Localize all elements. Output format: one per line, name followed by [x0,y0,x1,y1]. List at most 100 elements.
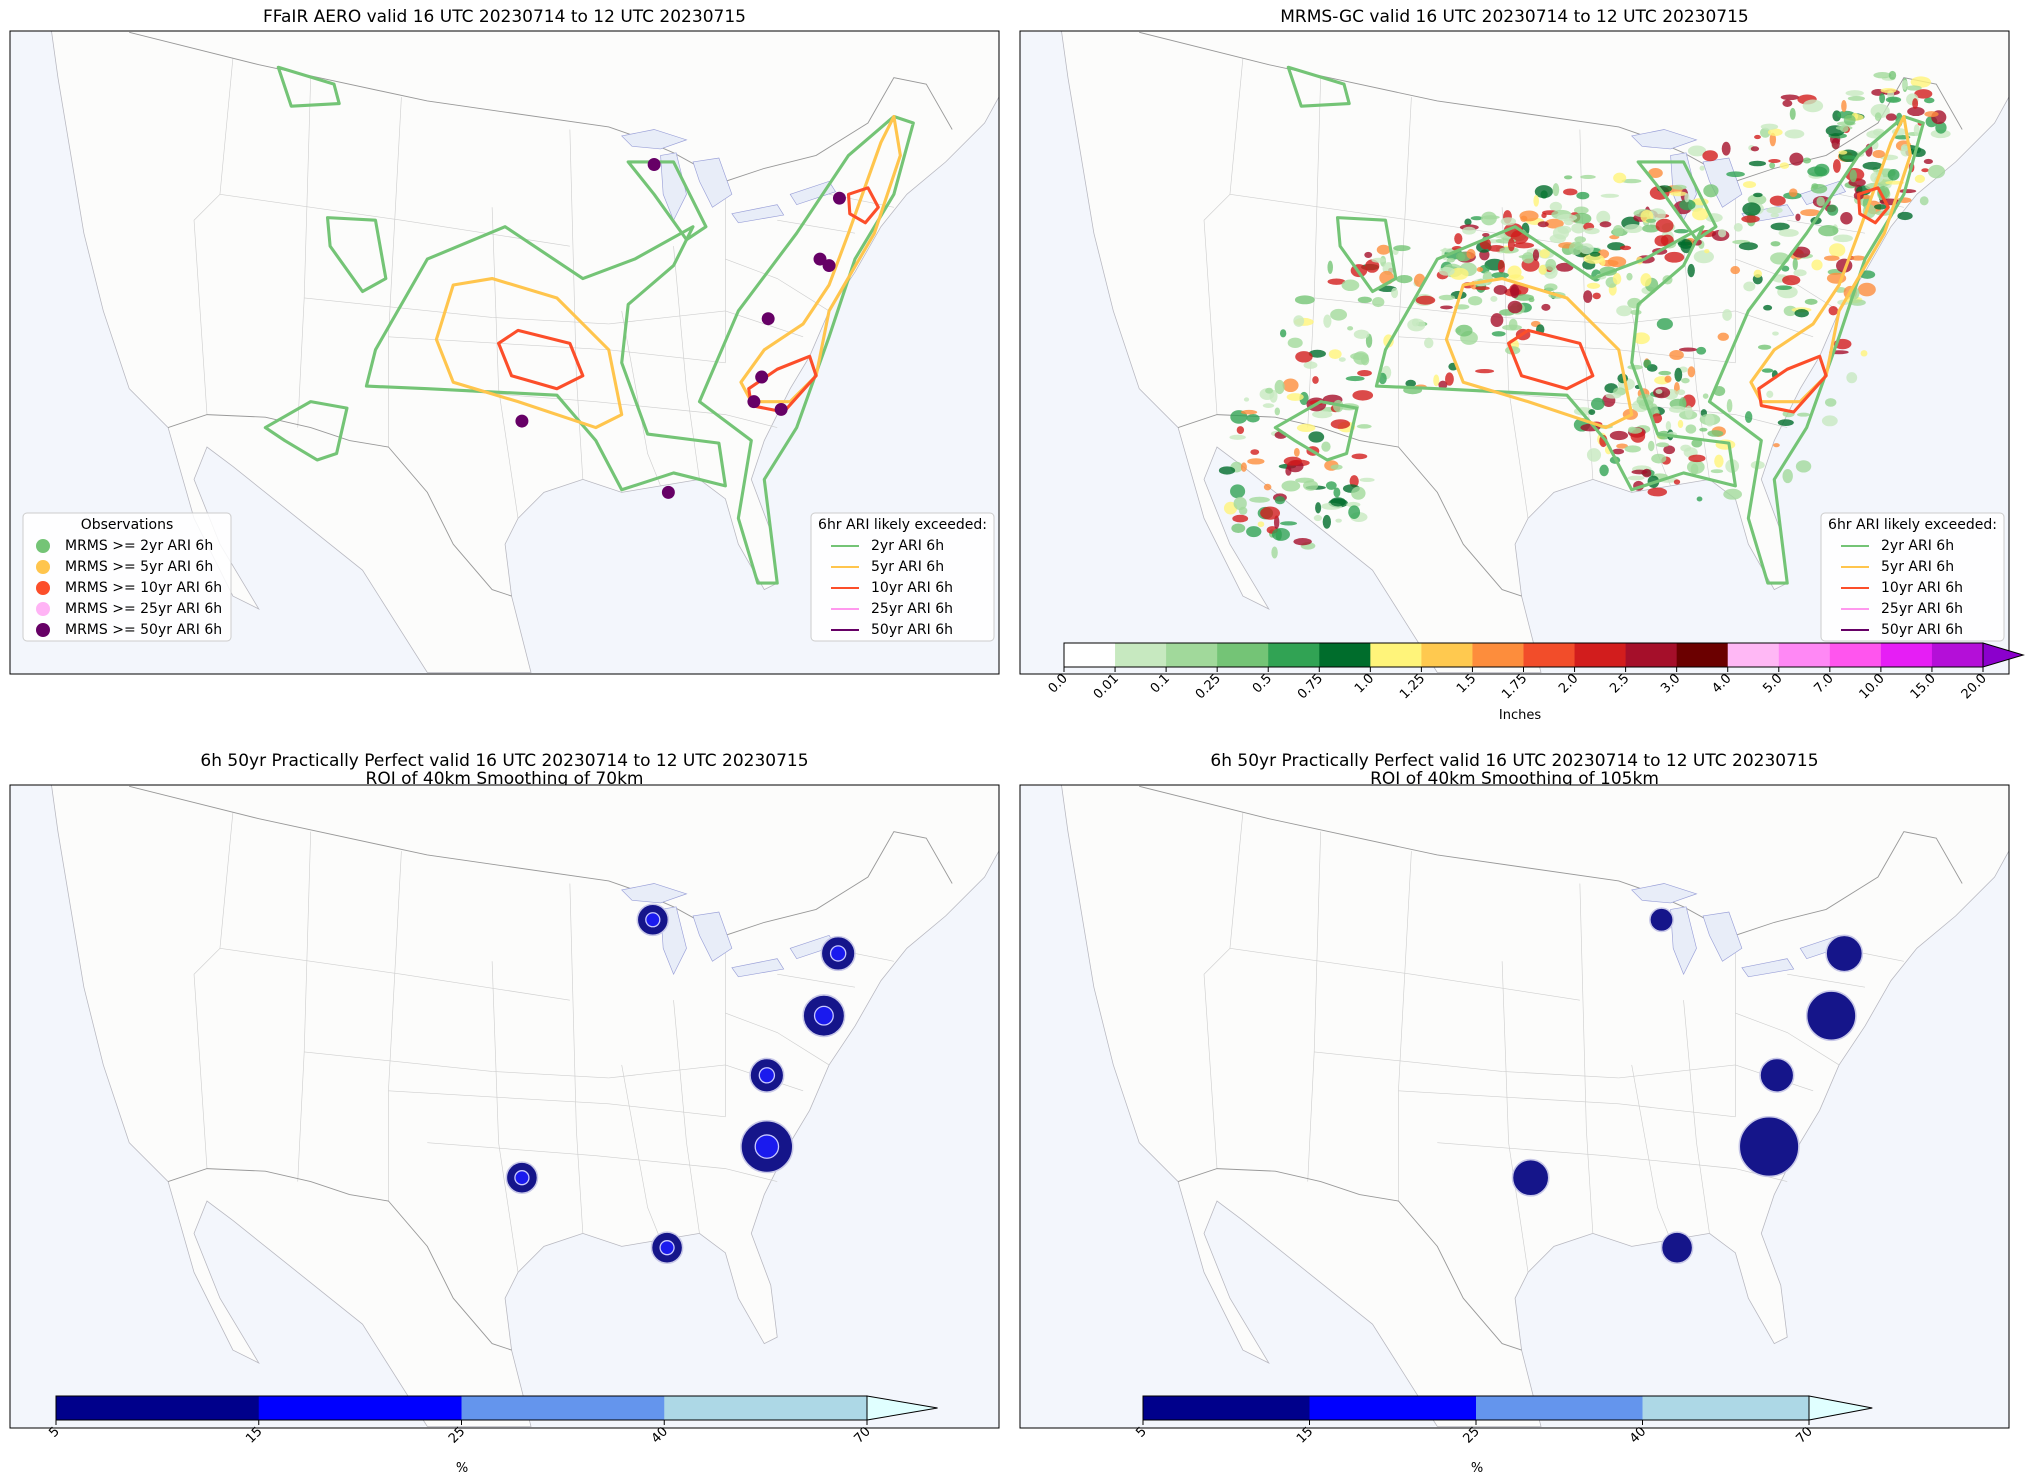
precip [1537,221,1549,228]
panel-frame [9,784,1000,1429]
lake [1741,958,1795,978]
pp-area [1511,1158,1550,1197]
precip [1847,95,1865,101]
legend-label: 25yr ARI 6h [1881,601,1963,617]
precip [1754,134,1761,140]
state-line [304,297,609,325]
precip [1507,300,1523,314]
precip [1328,349,1342,360]
precip [1839,125,1849,133]
precip [1744,411,1753,423]
ari-contour [1507,328,1595,391]
precip [1308,431,1325,443]
land [51,785,999,1427]
precip [1438,294,1456,301]
state-line [777,219,856,234]
precip [1673,479,1681,485]
precip [1645,218,1657,223]
precip [1556,214,1578,222]
precip [1240,409,1258,415]
precip [1293,447,1300,457]
colorbar-tick-label: 0.75 [1295,671,1326,702]
precip [1898,189,1917,194]
precip [1676,389,1686,396]
precip [1619,245,1632,251]
precip [1766,390,1774,398]
colorbar-bin [56,1396,260,1420]
precip [1573,206,1589,215]
ari-contour [1757,354,1828,414]
precip [1770,241,1781,247]
precip [1791,246,1811,258]
precip [1532,249,1540,261]
ari-contour [497,328,585,391]
precip [1544,218,1564,229]
precip [1446,257,1455,263]
precip [1623,224,1643,234]
precip [1599,464,1609,477]
precip [1726,399,1733,413]
ari-contour [276,65,341,108]
precip [1359,477,1375,483]
precip [1627,475,1645,481]
precip [1924,111,1939,118]
precip [1312,376,1319,384]
state-line [1314,1051,1619,1079]
precip [1274,407,1281,416]
precip [1796,412,1811,417]
precip [1849,299,1866,306]
precip [1327,278,1346,285]
ari-contour [263,400,349,462]
precip [1651,453,1667,464]
ari-contour [1856,186,1890,225]
colorbar-label: % [456,1461,468,1475]
precip [1631,469,1648,475]
precip [1322,514,1331,529]
precip [1274,496,1286,505]
precip [1873,72,1892,79]
precip [1346,501,1361,508]
precip [1714,454,1724,468]
precip [1330,497,1346,507]
ari-contour [846,186,880,225]
precip [1885,96,1902,103]
precip [1770,222,1790,231]
precip [1303,361,1318,369]
precip [1544,283,1558,292]
precip [1534,185,1553,199]
precip [1723,488,1742,500]
precip [1348,505,1361,519]
panel: 6h 50yr Practically Perfect valid 16 UTC… [9,751,1000,1429]
state-line [1631,1064,1671,1241]
precip [1759,127,1771,138]
precip [1588,409,1596,416]
precip [1231,523,1246,533]
observation [822,259,836,273]
precip [1671,184,1687,190]
lake [1631,129,1698,150]
precip [1655,218,1674,233]
precip [1677,419,1684,429]
legend-label: MRMS >= 5yr ARI 6h [65,559,213,575]
panel-frame [9,30,1000,675]
legend-label: 2yr ARI 6h [1881,538,1954,554]
precip [1831,137,1840,150]
precip [1353,329,1370,339]
precip [1243,397,1250,402]
precip [1440,305,1453,310]
lake [692,911,733,962]
border [167,414,512,597]
precip [1789,107,1796,120]
ari-contour [1286,65,1351,108]
precip [1321,441,1331,452]
pp-inner [829,945,847,962]
precip [1464,218,1472,226]
precip [1656,442,1669,448]
precip [1572,212,1592,225]
precip [1761,368,1774,373]
state-line [621,310,661,487]
precip [1364,251,1373,258]
precip [1500,217,1517,226]
lake [621,883,688,904]
legend-label: 10yr ARI 6h [1881,580,1963,596]
